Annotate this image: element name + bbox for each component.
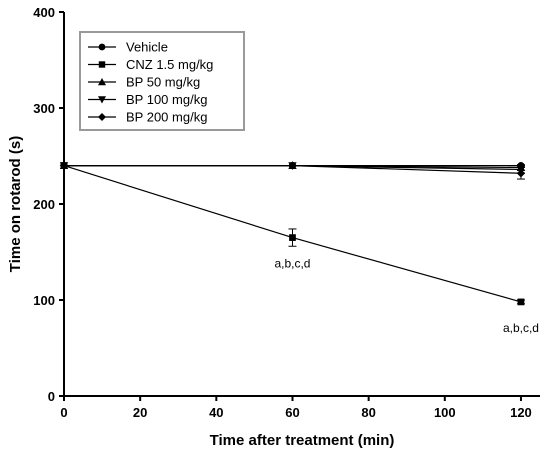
x-tick-label: 100: [434, 405, 456, 420]
legend-marker: [98, 113, 106, 121]
legend-box: [79, 31, 245, 131]
data-point: [517, 298, 525, 306]
x-tick-label: 20: [133, 405, 147, 420]
legend-label: Vehicle: [126, 40, 168, 55]
x-tick-label: 40: [209, 405, 223, 420]
x-tick-label: 0: [60, 405, 67, 420]
legend-label: CNZ 1.5 mg/kg: [126, 57, 213, 72]
y-tick-label: 200: [33, 197, 55, 212]
y-tick-label: 300: [33, 101, 55, 116]
x-ticks: 0 20 40 60 80 100 120: [60, 396, 532, 420]
x-axis-title: Time after treatment (min): [210, 432, 395, 449]
legend-label: BP 100 mg/kg: [126, 92, 207, 107]
y-ticks: 0 100 200 300 400: [33, 5, 64, 404]
significance-annotation: a,b,c,d: [274, 257, 310, 271]
x-tick-label: 60: [285, 405, 299, 420]
y-tick-label: 400: [33, 5, 55, 20]
data-point: [516, 169, 526, 178]
y-tick-label: 0: [48, 389, 55, 404]
legend-label: BP 50 mg/kg: [126, 75, 200, 90]
legend-marker: [98, 96, 106, 104]
y-tick-label: 100: [33, 293, 55, 308]
legend-label: BP 200 mg/kg: [126, 110, 207, 125]
legend-marker: [98, 61, 106, 68]
x-tick-label: 80: [361, 405, 375, 420]
x-tick-label: 120: [510, 405, 532, 420]
legend: Vehicle CNZ 1.5 mg/kg BP 50 mg/kg BP 100 mg…: [79, 31, 245, 131]
legend-marker: [98, 78, 106, 86]
data-point: [289, 234, 296, 241]
legend-marker: [98, 43, 106, 51]
y-axis-title: Time on rotarod (s): [7, 136, 24, 272]
significance-annotation: a,b,c,d: [503, 321, 539, 335]
error-bars: [288, 164, 525, 305]
data-point: [288, 161, 297, 170]
annotations: a,b,c,d a,b,c,d: [274, 257, 539, 335]
